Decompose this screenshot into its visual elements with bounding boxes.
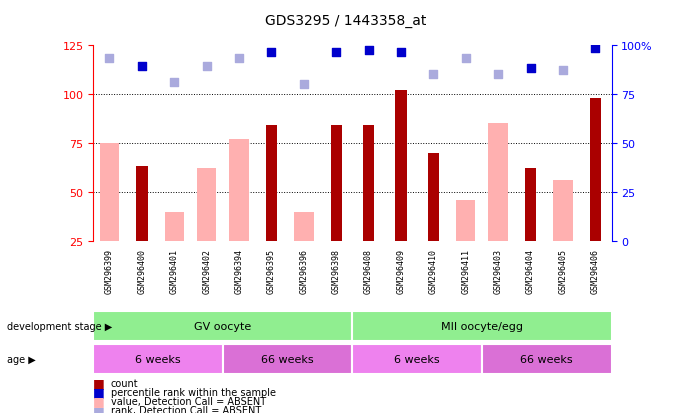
Bar: [266, 126, 277, 242]
Bar: [553, 181, 573, 242]
Text: GSM296399: GSM296399: [105, 249, 114, 294]
Bar: [363, 126, 375, 242]
Text: GSM296400: GSM296400: [138, 249, 146, 294]
Point: [428, 71, 439, 78]
Bar: [93, 344, 223, 374]
Text: GSM296394: GSM296394: [234, 249, 243, 294]
Point: [234, 56, 245, 62]
Bar: [482, 344, 612, 374]
Text: ■: ■: [93, 404, 105, 413]
Point: [201, 64, 212, 70]
Text: age ▶: age ▶: [7, 354, 36, 364]
Point: [395, 50, 406, 57]
Text: MII oocyte/egg: MII oocyte/egg: [441, 321, 523, 331]
Text: GSM296410: GSM296410: [429, 249, 438, 294]
Point: [266, 50, 277, 57]
Text: rank, Detection Call = ABSENT: rank, Detection Call = ABSENT: [111, 405, 261, 413]
Text: GSM296401: GSM296401: [170, 249, 179, 294]
Bar: [352, 344, 482, 374]
Text: 6 weeks: 6 weeks: [395, 354, 440, 364]
Text: GSM296403: GSM296403: [493, 249, 502, 294]
Text: GSM296408: GSM296408: [364, 249, 373, 294]
Text: GDS3295 / 1443358_at: GDS3295 / 1443358_at: [265, 14, 426, 28]
Text: GSM296395: GSM296395: [267, 249, 276, 294]
Bar: [197, 169, 216, 242]
Point: [590, 46, 601, 53]
Point: [493, 71, 504, 78]
Bar: [525, 169, 536, 242]
Point: [460, 56, 471, 62]
Bar: [352, 311, 612, 341]
Bar: [456, 200, 475, 242]
Bar: [489, 124, 508, 242]
Bar: [330, 126, 342, 242]
Point: [299, 81, 310, 88]
Text: GSM296396: GSM296396: [299, 249, 308, 294]
Text: percentile rank within the sample: percentile rank within the sample: [111, 387, 276, 397]
Text: GSM296398: GSM296398: [332, 249, 341, 294]
Text: 6 weeks: 6 weeks: [135, 354, 181, 364]
Text: GSM296405: GSM296405: [558, 249, 567, 294]
Bar: [93, 311, 352, 341]
Text: development stage ▶: development stage ▶: [7, 321, 112, 331]
Text: value, Detection Call = ABSENT: value, Detection Call = ABSENT: [111, 396, 265, 406]
Bar: [395, 90, 407, 242]
Point: [558, 68, 569, 74]
Text: count: count: [111, 378, 138, 388]
Point: [525, 66, 536, 72]
Text: GSM296402: GSM296402: [202, 249, 211, 294]
Bar: [136, 167, 148, 242]
Text: 66 weeks: 66 weeks: [520, 354, 573, 364]
Bar: [294, 212, 314, 242]
Text: GV oocyte: GV oocyte: [194, 321, 252, 331]
Point: [136, 64, 147, 70]
Point: [169, 79, 180, 86]
Text: 66 weeks: 66 weeks: [261, 354, 314, 364]
Bar: [100, 144, 120, 242]
Text: ■: ■: [93, 376, 105, 389]
Point: [104, 56, 115, 62]
Text: GSM296409: GSM296409: [397, 249, 406, 294]
Bar: [229, 140, 249, 242]
Text: GSM296411: GSM296411: [462, 249, 471, 294]
Text: GSM296406: GSM296406: [591, 249, 600, 294]
Text: ■: ■: [93, 394, 105, 408]
Point: [331, 50, 342, 57]
Bar: [589, 98, 601, 242]
Text: ■: ■: [93, 385, 105, 399]
Bar: [164, 212, 184, 242]
Bar: [223, 344, 352, 374]
Text: GSM296404: GSM296404: [526, 249, 535, 294]
Bar: [428, 153, 439, 242]
Point: [363, 48, 374, 55]
